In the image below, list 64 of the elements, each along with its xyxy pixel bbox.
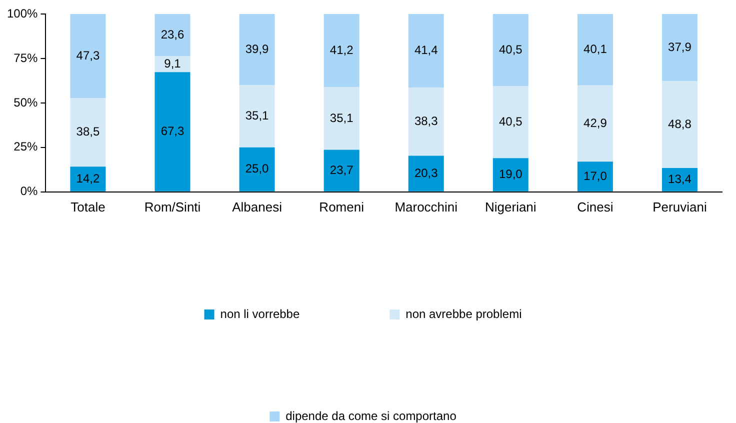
data-label: 38,3 xyxy=(414,114,438,128)
x-tick-label: Rom/Sinti xyxy=(144,199,201,214)
bar xyxy=(239,84,275,148)
data-label: 23,7 xyxy=(330,162,354,177)
bar xyxy=(662,14,698,82)
data-label: 42,9 xyxy=(584,116,608,130)
data-label: 19,0 xyxy=(498,167,523,182)
data-label: 48,8 xyxy=(668,116,692,131)
data-label: 14,2 xyxy=(76,171,100,186)
bar xyxy=(662,81,698,168)
data-label: 25,0 xyxy=(245,162,270,176)
bar xyxy=(492,158,528,192)
data-label: 38,5 xyxy=(76,124,100,139)
bar xyxy=(408,14,444,88)
x-tick-label: Cinesi xyxy=(577,199,614,214)
data-label: 40,5 xyxy=(498,114,523,128)
x-tick-label: Totale xyxy=(70,199,106,214)
data-label: 23,6 xyxy=(160,27,184,42)
bar xyxy=(577,14,613,86)
y-tick-label: 75% xyxy=(14,50,38,65)
data-label: 35,1 xyxy=(245,108,270,123)
bar xyxy=(662,168,698,192)
legend-label: non avrebbe problemi xyxy=(406,306,522,321)
bar xyxy=(324,14,360,88)
x-tick-label: Peruviani xyxy=(652,199,707,214)
bar xyxy=(239,14,275,85)
data-label: 9,1 xyxy=(164,56,182,70)
bar xyxy=(70,14,106,98)
x-tick-label: Albanesi xyxy=(232,199,282,214)
data-label: 37,9 xyxy=(668,40,692,54)
bar xyxy=(577,85,613,162)
data-label: 13,4 xyxy=(668,172,692,186)
y-tick-label: 100% xyxy=(6,6,38,20)
bar xyxy=(408,156,444,192)
data-label: 35,1 xyxy=(330,110,354,125)
bar xyxy=(577,162,613,192)
bar xyxy=(154,72,190,192)
bar xyxy=(492,14,528,86)
bar xyxy=(324,150,360,192)
x-tick-label: Marocchini xyxy=(394,199,458,214)
data-label: 47,3 xyxy=(76,48,100,62)
data-label: 17,0 xyxy=(584,168,608,183)
bar xyxy=(408,88,444,156)
bar xyxy=(324,87,360,150)
data-label: 39,9 xyxy=(245,42,270,56)
bar xyxy=(70,166,106,192)
data-label: 40,1 xyxy=(584,42,608,56)
y-tick-label: 50% xyxy=(14,95,38,110)
bar xyxy=(492,86,528,158)
x-tick-label: Romeni xyxy=(319,199,364,214)
data-label: 67,3 xyxy=(160,124,184,138)
data-label: 41,2 xyxy=(330,42,354,57)
x-tick-label: Nigeriani xyxy=(484,199,536,214)
y-tick-label: 0% xyxy=(20,184,38,198)
legend-label: dipende da come si comportano xyxy=(286,408,457,423)
legend-label: non li vorrebbe xyxy=(220,306,300,321)
bar xyxy=(239,147,275,192)
data-label: 40,5 xyxy=(498,42,523,56)
y-tick-label: 25% xyxy=(14,140,38,154)
bar xyxy=(154,56,190,72)
bar xyxy=(154,14,190,56)
data-label: 41,4 xyxy=(414,43,438,58)
data-label: 20,3 xyxy=(414,166,438,180)
bar xyxy=(70,98,106,167)
